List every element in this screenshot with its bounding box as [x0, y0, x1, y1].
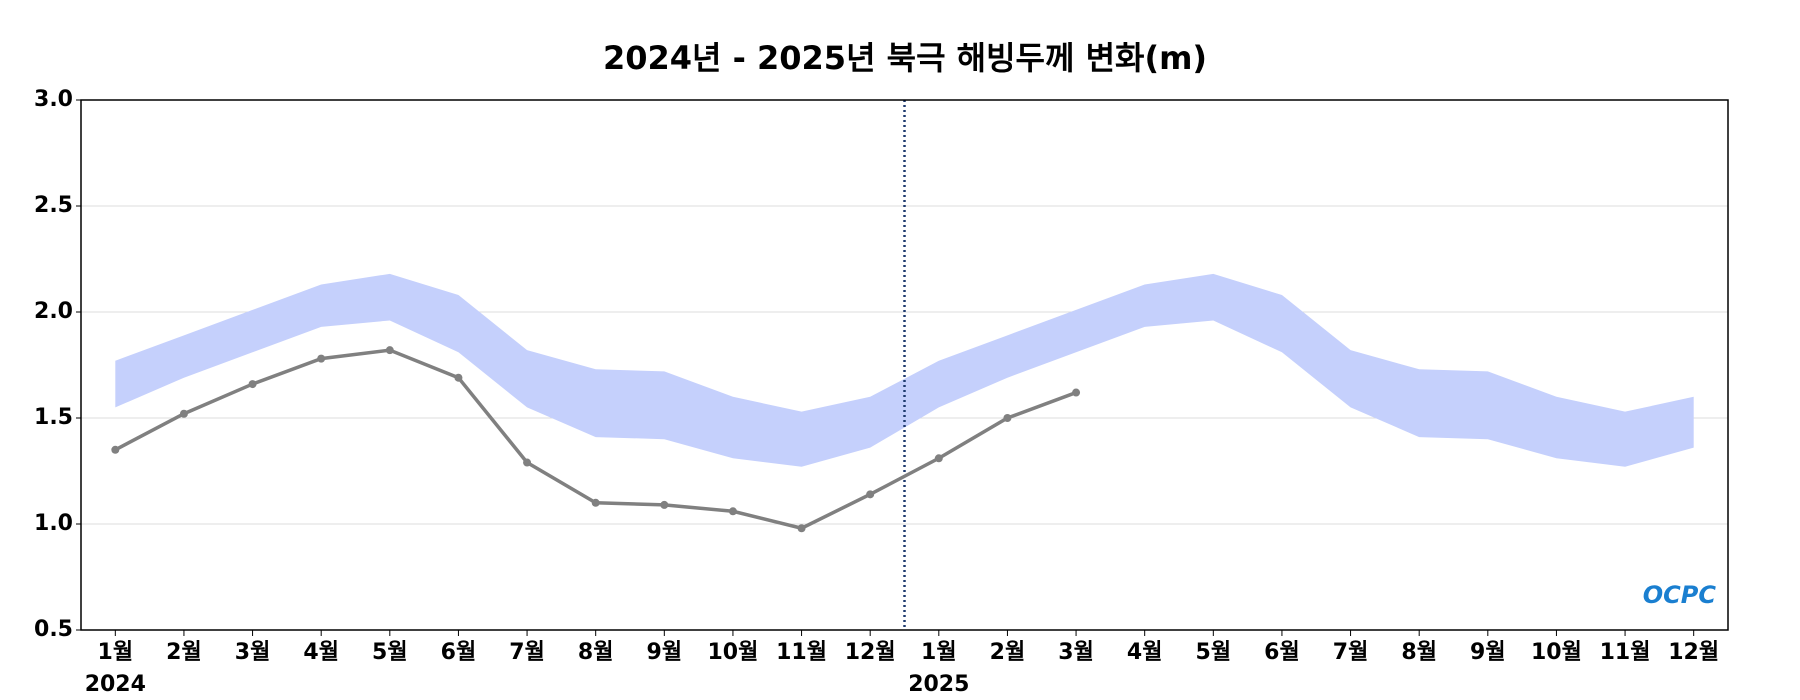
- data-point: [179, 409, 188, 418]
- y-tick-label: 2.0: [34, 299, 73, 324]
- x-tick-label: 11월: [776, 640, 827, 665]
- data-point: [1072, 388, 1081, 397]
- data-point: [523, 458, 532, 467]
- plot-frame: [80, 99, 1729, 631]
- y-tick-label: 1.5: [34, 405, 73, 430]
- data-point: [317, 354, 326, 363]
- y-tick-label: 0.5: [34, 617, 73, 642]
- x-tick-label: 8월: [1401, 640, 1437, 665]
- x-tick-label: 9월: [1470, 640, 1506, 665]
- data-point: [111, 445, 120, 454]
- x-tick-label: 3월: [235, 640, 271, 665]
- x-tick-label: 1월: [921, 640, 957, 665]
- x-tick-label: 10월: [1531, 640, 1582, 665]
- data-point: [934, 454, 943, 463]
- logo: OCPC: [1643, 581, 1717, 609]
- x-tick-label: 5월: [1196, 640, 1232, 665]
- x-tick-label: 5월: [372, 640, 408, 665]
- y-tick-label: 3.0: [34, 87, 73, 112]
- data-point: [866, 490, 875, 499]
- x-tick-label: 2월: [990, 640, 1026, 665]
- x-tick-label: 6월: [1264, 640, 1300, 665]
- x-tick-label: 7월: [509, 640, 545, 665]
- x-tick-label: 12월: [845, 640, 896, 665]
- x-tick-label: 2월: [166, 640, 202, 665]
- x-tick-label: 9월: [647, 640, 683, 665]
- x-tick-label: 4월: [1127, 640, 1163, 665]
- chart-title: 2024년 - 2025년 북극 해빙두께 변화(m): [603, 39, 1207, 77]
- data-point: [385, 346, 394, 355]
- data-point: [248, 380, 257, 389]
- x-tick-label: 7월: [1333, 640, 1369, 665]
- data-point: [728, 507, 737, 516]
- x-tick-label: 6월: [441, 640, 477, 665]
- x-tick-label: 12월: [1668, 640, 1719, 665]
- x-tick-label: 8월: [578, 640, 614, 665]
- x-tick-label: 11월: [1600, 640, 1651, 665]
- x-tick-label: 1월: [98, 640, 134, 665]
- year-label: 2025: [908, 672, 969, 697]
- range-band: [115, 273, 1694, 467]
- y-tick-label: 1.0: [34, 511, 73, 536]
- x-tick-label: 10월: [708, 640, 759, 665]
- x-tick-label: 4월: [303, 640, 339, 665]
- data-point: [797, 524, 806, 533]
- data-point: [660, 500, 669, 509]
- year-label: 2024: [85, 672, 146, 697]
- y-tick-label: 2.5: [34, 193, 73, 218]
- data-point: [1003, 414, 1012, 422]
- x-tick-label: 3월: [1058, 640, 1094, 665]
- data-point: [591, 498, 600, 507]
- data-point: [454, 373, 463, 382]
